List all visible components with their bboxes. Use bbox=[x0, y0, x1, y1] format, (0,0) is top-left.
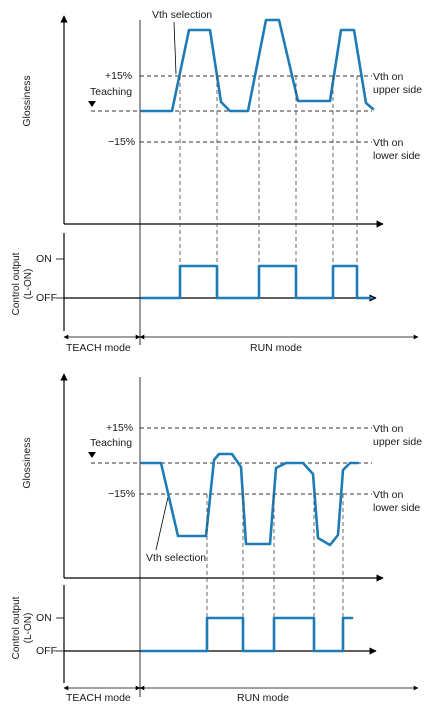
control-output-waveform bbox=[140, 264, 374, 300]
teaching-marker-icon bbox=[88, 452, 96, 458]
lower-diagram: Glossiness +15% Teaching −15% Vth on upp… bbox=[11, 373, 422, 704]
vth-selection-label: Vth selection bbox=[152, 9, 212, 21]
upper-percent-label: +15% bbox=[106, 422, 133, 434]
lower-percent-label: −15% bbox=[108, 136, 135, 148]
output-on-label: ON bbox=[36, 253, 52, 265]
output-on-label: ON bbox=[36, 612, 52, 624]
teaching-label: Teaching bbox=[90, 437, 132, 449]
output-axis-label-line1: Control output bbox=[11, 252, 22, 315]
output-off-label: OFF bbox=[36, 292, 57, 304]
teaching-label: Teaching bbox=[90, 86, 132, 98]
vth-upper-label-line1: Vth on bbox=[373, 423, 404, 435]
vth-selection-label: Vth selection bbox=[146, 552, 206, 564]
upper-percent-label: +15% bbox=[105, 70, 132, 82]
control-output-waveform bbox=[140, 616, 354, 653]
vth-selection-leader bbox=[173, 21, 177, 75]
vth-lower-label-line1: Vth on bbox=[373, 137, 404, 149]
vth-selection-leader bbox=[155, 496, 169, 551]
vth-lower-label-line1: Vth on bbox=[373, 489, 404, 501]
run-mode-label: RUN mode bbox=[250, 342, 302, 354]
output-axis-label-line2: (L-ON) bbox=[23, 613, 34, 644]
glossiness-axis-label: Glossiness bbox=[21, 437, 33, 488]
glossiness-axis-label: Glossiness bbox=[21, 75, 33, 126]
vth-lower-label-line2: lower side bbox=[373, 150, 420, 162]
glossiness-waveform bbox=[140, 452, 360, 547]
teaching-marker-icon bbox=[88, 101, 96, 107]
lower-percent-label: −15% bbox=[108, 488, 135, 500]
output-off-label: OFF bbox=[36, 645, 57, 657]
output-axis-label-line2: (L-ON) bbox=[23, 269, 34, 300]
run-mode-label: RUN mode bbox=[237, 692, 289, 704]
output-axis-label-line1: Control output bbox=[11, 596, 22, 659]
vth-upper-label-line2: upper side bbox=[373, 436, 422, 448]
glossiness-waveform bbox=[140, 18, 375, 113]
vth-lower-label-line2: lower side bbox=[373, 502, 420, 514]
vth-upper-label-line1: Vth on bbox=[373, 71, 404, 83]
teach-mode-label: TEACH mode bbox=[66, 692, 131, 704]
teach-mode-label: TEACH mode bbox=[66, 342, 131, 354]
vth-upper-label-line2: upper side bbox=[373, 84, 422, 96]
upper-diagram: Glossiness +15% Teaching −15% Vth on upp… bbox=[11, 9, 422, 354]
